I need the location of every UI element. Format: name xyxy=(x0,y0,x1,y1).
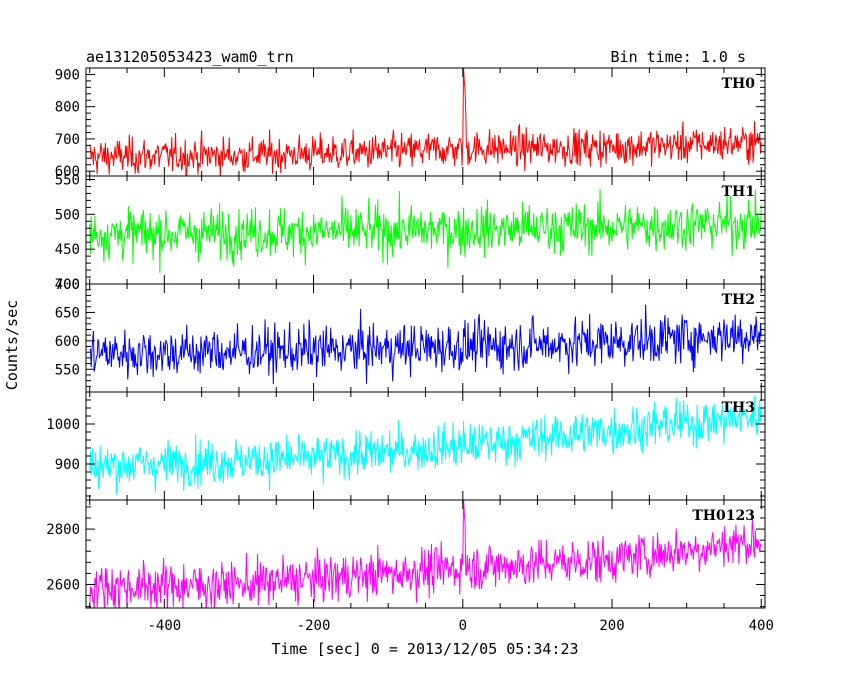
panel-label: TH0 xyxy=(722,76,756,92)
panels: 600700800900TH0400450500550TH15506006507… xyxy=(46,67,774,634)
x-tick-label: 400 xyxy=(749,618,774,634)
panel-th0: 600 700 800 900 TH0 xyxy=(55,67,766,180)
panel-th1: 400 450 500 550 TH1 xyxy=(55,172,766,293)
y-tick-label: 900 xyxy=(55,457,80,473)
y-tick-label: 550 xyxy=(55,362,80,378)
series-th2 xyxy=(89,304,762,385)
panel-label: TH0123 xyxy=(692,508,755,524)
y-tick-label: 900 xyxy=(55,67,80,83)
panel-label: TH1 xyxy=(722,184,755,200)
y-tick-label: 2800 xyxy=(46,522,80,538)
y-tick-label: 500 xyxy=(55,207,80,223)
series-th3 xyxy=(89,395,762,495)
series-th1 xyxy=(89,188,762,273)
panel-th2: 550 600 650 700 TH2 xyxy=(55,277,766,393)
y-tick-label: 800 xyxy=(55,100,80,116)
series-th0 xyxy=(89,68,762,176)
panel-label: TH2 xyxy=(722,292,755,308)
x-axis-label: Time [sec] 0 = 2013/12/05 05:34:23 xyxy=(271,640,578,658)
y-tick-label: 700 xyxy=(55,277,80,293)
x-tick-label: -400 xyxy=(147,618,181,634)
panel-th3: 900 1000 TH3 xyxy=(46,391,766,501)
x-tick-label: -200 xyxy=(297,618,331,634)
y-tick-label: 1000 xyxy=(46,417,80,433)
chart-title-left: ae131205053423_wam0_trn xyxy=(86,48,294,66)
series-th0123 xyxy=(89,500,762,608)
y-tick-label: 550 xyxy=(55,172,80,188)
y-tick-label: 700 xyxy=(55,132,80,148)
panel-label: TH3 xyxy=(722,400,755,416)
y-tick-label: 2600 xyxy=(46,577,80,593)
y-axis-label: Counts/sec xyxy=(3,300,21,390)
panel-th0123: 2600 2800 TH0123 xyxy=(46,499,766,609)
x-tick-label: 200 xyxy=(599,618,624,634)
y-tick-label: 650 xyxy=(55,305,80,321)
y-tick-label: 600 xyxy=(55,334,80,350)
y-tick-label: 450 xyxy=(55,242,80,258)
chart-title-right: Bin time: 1.0 s xyxy=(611,48,746,66)
y-tick-label: 400 xyxy=(55,277,80,293)
y-tick-label: 600 xyxy=(55,164,80,180)
x-tick-label: 0 xyxy=(459,618,467,634)
